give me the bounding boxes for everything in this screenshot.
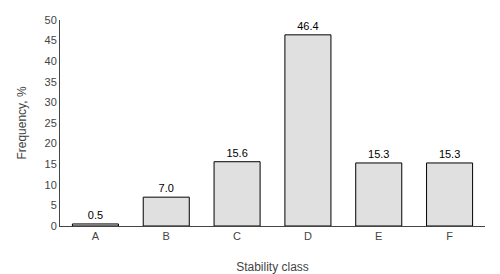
svg-text:50: 50 xyxy=(45,14,57,26)
svg-text:15.6: 15.6 xyxy=(226,147,247,159)
svg-text:25: 25 xyxy=(45,117,57,129)
svg-text:Stability class: Stability class xyxy=(236,260,309,274)
svg-text:15.3: 15.3 xyxy=(368,148,389,160)
svg-text:Frequency, %: Frequency, % xyxy=(15,86,29,159)
svg-text:7.0: 7.0 xyxy=(159,182,174,194)
svg-text:A: A xyxy=(92,230,100,242)
svg-text:E: E xyxy=(375,230,382,242)
svg-text:0.5: 0.5 xyxy=(88,209,103,221)
svg-text:5: 5 xyxy=(51,199,57,211)
svg-text:D: D xyxy=(304,230,312,242)
svg-text:15: 15 xyxy=(45,158,57,170)
svg-text:C: C xyxy=(233,230,241,242)
svg-text:10: 10 xyxy=(45,179,57,191)
svg-text:46.4: 46.4 xyxy=(297,20,318,32)
svg-text:F: F xyxy=(446,230,453,242)
svg-text:15.3: 15.3 xyxy=(439,148,460,160)
svg-text:45: 45 xyxy=(45,34,57,46)
svg-text:35: 35 xyxy=(45,76,57,88)
svg-text:40: 40 xyxy=(45,55,57,67)
svg-text:30: 30 xyxy=(45,96,57,108)
svg-text:0: 0 xyxy=(51,220,57,232)
svg-text:B: B xyxy=(163,230,170,242)
svg-text:20: 20 xyxy=(45,137,57,149)
